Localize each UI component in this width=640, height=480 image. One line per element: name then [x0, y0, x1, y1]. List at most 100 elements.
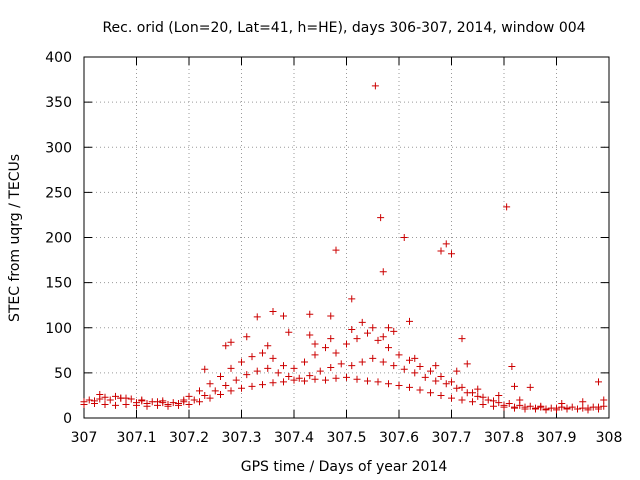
data-point [479, 393, 487, 401]
data-point [112, 392, 119, 400]
data-point [101, 393, 109, 401]
data-point [411, 369, 419, 377]
data-point [295, 374, 303, 382]
x-tick-label: 307.6 [379, 430, 419, 446]
y-tick-label: 50 [54, 366, 72, 382]
y-axis-title: STEC from uqrg / TECUs [7, 154, 23, 322]
data-point [374, 336, 382, 344]
data-point [574, 405, 581, 413]
data-point [227, 364, 235, 372]
data-point [595, 378, 602, 386]
data-point [101, 400, 109, 408]
data-point [285, 372, 293, 380]
data-point [374, 378, 382, 386]
data-point [463, 360, 471, 368]
data-point [175, 400, 182, 408]
data-point [301, 358, 308, 366]
data-point [348, 295, 356, 303]
x-tick-label: 307.5 [326, 430, 366, 446]
data-point [553, 404, 560, 412]
x-tick-label: 307 [71, 430, 98, 446]
data-point [600, 402, 608, 410]
data-point [526, 383, 534, 391]
axes: 0 50 100 150 200 250 300 350 400 307 307.1 307.2 307… [45, 50, 622, 446]
data-point [117, 394, 125, 402]
data-point [568, 403, 576, 411]
data-point [311, 340, 319, 348]
data-point [259, 349, 266, 357]
data-point [343, 340, 350, 348]
data-point [201, 365, 209, 373]
data-point [133, 399, 140, 407]
data-point [385, 344, 392, 352]
data-point [500, 401, 508, 409]
data-point [290, 376, 298, 384]
data-point [327, 335, 335, 343]
data-point [337, 360, 345, 368]
data-point [206, 394, 214, 402]
data-point [211, 387, 219, 395]
data-point [322, 344, 329, 352]
data-point [222, 342, 230, 350]
data-point [369, 324, 377, 332]
data-point [332, 374, 340, 382]
data-point [264, 364, 272, 372]
data-point [406, 356, 413, 364]
data-point [306, 310, 314, 318]
grid [84, 57, 609, 418]
data-point [311, 351, 319, 359]
series-outliers [227, 82, 602, 391]
data-point [537, 402, 545, 410]
data-point [458, 335, 466, 343]
data-point [432, 362, 440, 370]
data-point [243, 371, 251, 379]
data-point [379, 333, 387, 341]
data-point [600, 396, 608, 404]
data-point [369, 354, 377, 362]
data-point [143, 400, 151, 408]
data-point [479, 400, 487, 408]
data-point [85, 396, 93, 404]
data-point [406, 317, 413, 325]
y-tick-label: 350 [45, 95, 72, 111]
data-point [217, 391, 224, 399]
data-point [503, 203, 511, 211]
data-point [532, 404, 539, 412]
data-point [264, 342, 272, 350]
data-point [453, 367, 461, 375]
data-point [437, 372, 445, 380]
data-point [280, 378, 287, 386]
data-point [490, 397, 497, 405]
data-point [448, 378, 455, 386]
data-point [316, 367, 324, 375]
data-point [505, 400, 513, 408]
chart-title: Rec. orid (Lon=20, Lat=41, h=HE), days 3… [102, 20, 585, 36]
data-point [511, 403, 518, 411]
data-points [80, 82, 608, 414]
data-point [432, 377, 440, 385]
data-point [563, 404, 571, 412]
data-point [196, 387, 203, 395]
data-point [201, 391, 209, 399]
data-point [159, 399, 167, 407]
data-point [127, 395, 135, 403]
data-point [437, 247, 445, 255]
data-point [358, 358, 366, 366]
data-point [379, 268, 387, 276]
data-point [416, 363, 424, 371]
data-point [421, 373, 429, 381]
series-satellite-4 [96, 324, 608, 410]
data-point [80, 398, 88, 406]
x-axis-title: GPS time / Days of year 2014 [241, 459, 448, 475]
data-point [227, 338, 235, 346]
data-point [390, 362, 398, 370]
data-point [390, 327, 398, 335]
data-point [427, 389, 434, 397]
data-point [327, 312, 335, 320]
data-point [332, 246, 340, 254]
data-point [259, 381, 266, 389]
data-point [511, 382, 518, 390]
data-point [469, 398, 476, 406]
data-point [379, 358, 387, 366]
x-tick-label: 307.2 [169, 430, 209, 446]
